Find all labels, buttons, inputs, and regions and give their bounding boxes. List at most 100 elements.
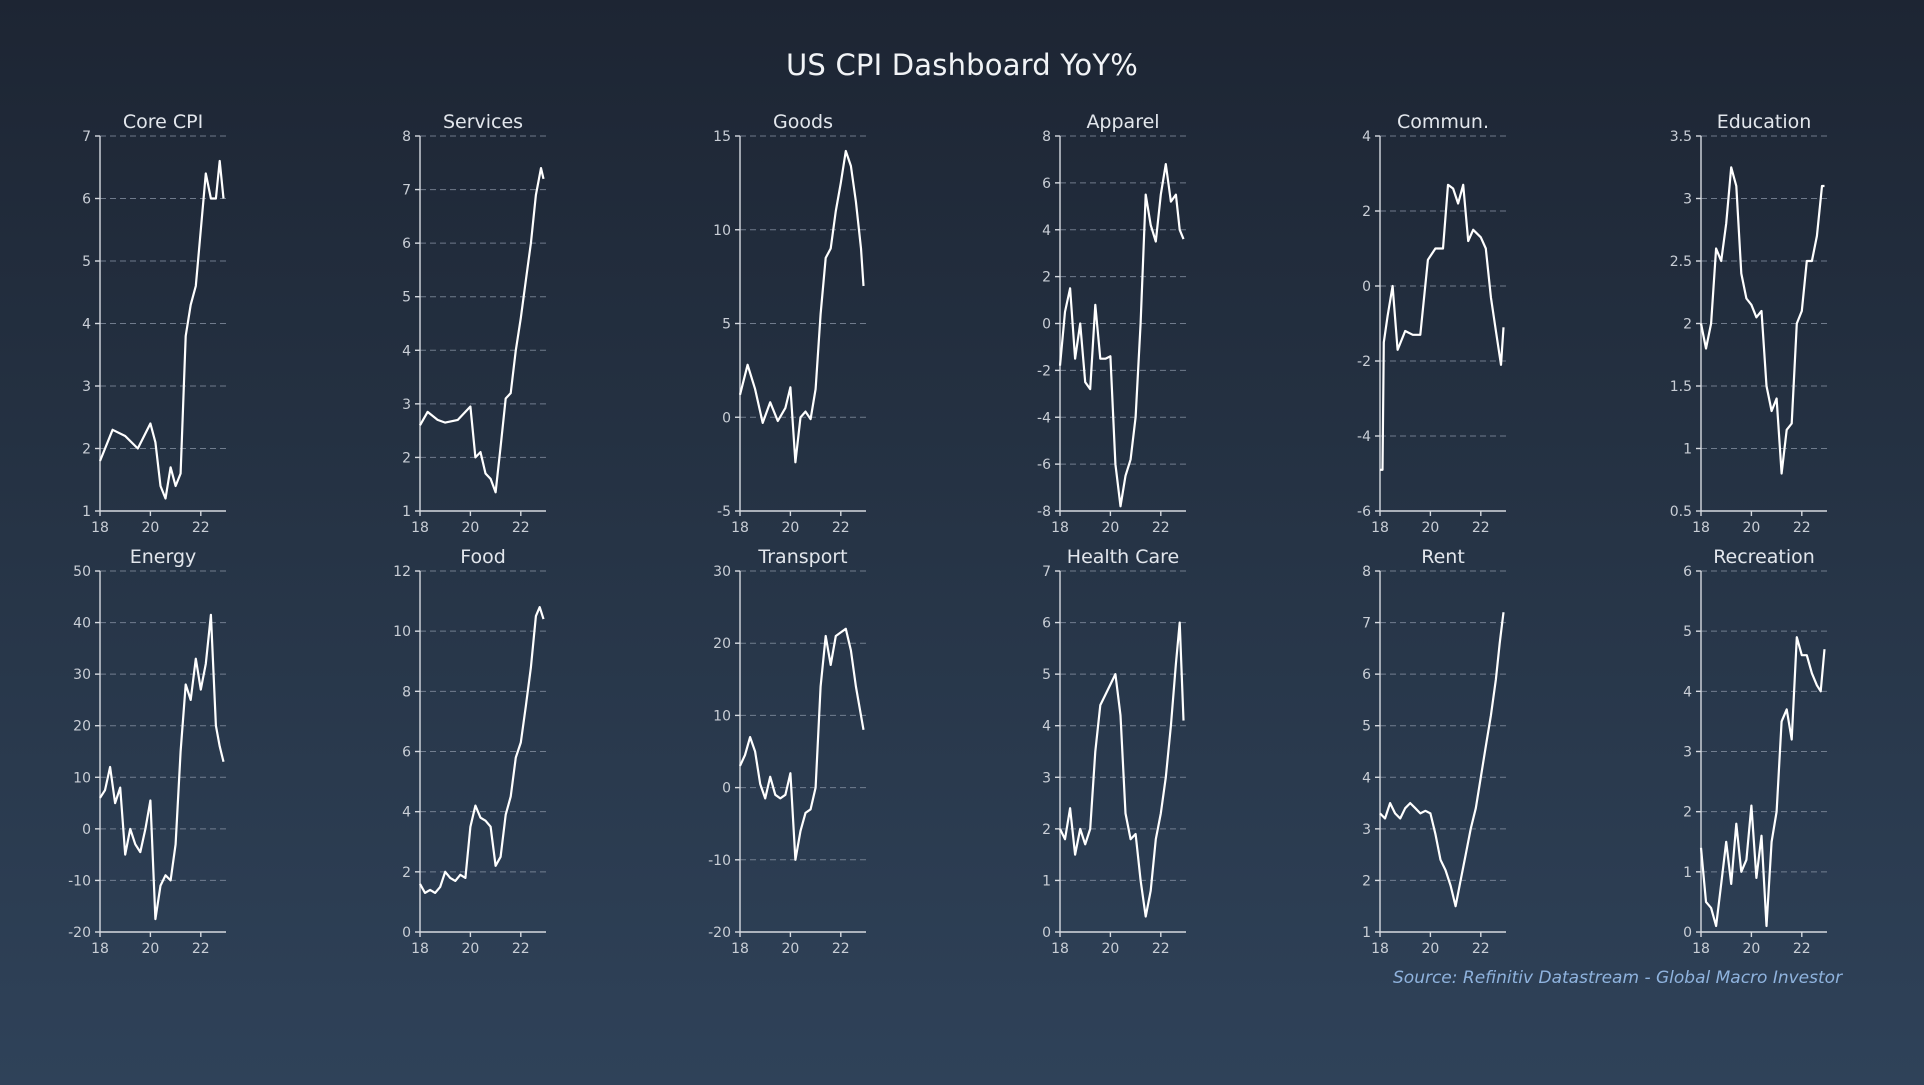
y-tick-label: 1 (402, 504, 411, 520)
series-line-rent (1379, 612, 1505, 908)
y-tick-label: 6 (82, 192, 91, 208)
chart-title: Goods (773, 111, 833, 133)
y-tick-label: 5 (1683, 624, 1692, 640)
y-tick-label: 6 (402, 745, 411, 761)
y-tick-label: 4 (1042, 223, 1051, 239)
chart-title: Rent (1421, 546, 1465, 568)
x-tick-label: 18 (1371, 520, 1389, 536)
x-tick-label: 20 (1421, 941, 1439, 957)
y-tick-label: -4 (1357, 429, 1371, 445)
x-tick-label: 18 (1051, 941, 1069, 957)
x-tick-label: 22 (512, 941, 530, 957)
series-line-health-care (1059, 621, 1185, 918)
y-tick-label: 2 (1042, 822, 1051, 838)
y-tick-label: 4 (1362, 770, 1371, 786)
y-tick-label: 2 (402, 865, 411, 881)
chart-title: Apparel (1086, 111, 1159, 133)
y-tick-label: 2 (1042, 270, 1051, 286)
x-tick-label: 22 (832, 520, 850, 536)
y-tick-label: 0 (82, 822, 91, 838)
y-tick-label: 10 (73, 770, 91, 786)
y-tick-label: 1 (1362, 925, 1371, 941)
x-tick-label: 18 (1692, 520, 1710, 536)
series-line-recreation (1699, 636, 1826, 928)
x-tick-label: 20 (781, 520, 799, 536)
y-tick-label: 4 (1683, 684, 1692, 700)
series-line-services (419, 167, 545, 494)
y-tick-label: 5 (82, 254, 91, 270)
y-tick-label: 5 (722, 317, 731, 333)
y-tick-label: 8 (1042, 129, 1051, 145)
x-tick-label: 20 (1101, 941, 1119, 957)
y-tick-label: 0 (1042, 925, 1051, 941)
y-tick-label: 20 (73, 719, 91, 735)
chart-title: Education (1717, 111, 1812, 133)
x-tick-label: 22 (1793, 520, 1811, 536)
x-tick-label: 18 (731, 941, 749, 957)
y-tick-label: 4 (402, 343, 411, 359)
y-tick-label: 30 (73, 667, 91, 683)
y-tick-label: 3 (82, 379, 91, 395)
chart-panel-transport: Transport -20 -10 0 10 20 30 18 20 22 (708, 546, 866, 957)
y-tick-label: 8 (402, 129, 411, 145)
series-line-apparel (1058, 163, 1185, 508)
x-tick-label: 18 (1371, 941, 1389, 957)
y-tick-label: 3.5 (1670, 129, 1692, 145)
y-tick-label: 1 (82, 504, 91, 520)
series-line-commun (1380, 183, 1505, 471)
y-tick-label: 6 (1683, 564, 1692, 580)
y-tick-label: -6 (1037, 457, 1051, 473)
y-tick-label: -5 (717, 504, 731, 520)
y-tick-label: 0 (1683, 925, 1692, 941)
page-title: US CPI Dashboard YoY% (786, 48, 1138, 82)
y-tick-label: 0 (722, 410, 731, 426)
series-line-energy (99, 613, 225, 921)
y-tick-label: 5 (1362, 719, 1371, 735)
chart-title: Services (443, 111, 523, 133)
y-tick-label: 2 (1362, 873, 1371, 889)
y-tick-label: 1.5 (1670, 379, 1692, 395)
y-tick-label: 6 (1042, 616, 1051, 632)
x-tick-label: 22 (1793, 941, 1811, 957)
y-tick-label: 0 (1042, 317, 1051, 333)
y-tick-label: 7 (1042, 564, 1051, 580)
y-tick-label: 2 (402, 450, 411, 466)
series-line-core-cpi (98, 159, 225, 500)
y-tick-label: 3 (1362, 822, 1371, 838)
y-tick-label: 4 (82, 317, 91, 333)
y-tick-label: -20 (708, 925, 731, 941)
x-tick-label: 22 (192, 520, 210, 536)
x-tick-label: 18 (411, 520, 429, 536)
series-line-food (419, 605, 545, 895)
x-tick-label: 20 (1742, 520, 1760, 536)
y-tick-label: 2.5 (1670, 254, 1692, 270)
chart-title: Energy (130, 546, 197, 568)
x-tick-label: 20 (141, 520, 159, 536)
x-tick-label: 22 (1472, 941, 1490, 957)
y-tick-label: -2 (1357, 354, 1371, 370)
y-tick-label: -8 (1037, 504, 1051, 520)
y-tick-label: 1 (1042, 873, 1051, 889)
x-tick-label: 20 (461, 941, 479, 957)
y-tick-label: 5 (1042, 667, 1051, 683)
x-tick-label: 18 (1051, 520, 1069, 536)
y-tick-label: 6 (1042, 176, 1051, 192)
y-tick-label: 4 (1362, 129, 1371, 145)
chart-panel-goods: Goods -5 0 5 10 15 18 20 22 (713, 111, 866, 536)
chart-title: Transport (757, 546, 847, 568)
chart-panel-services: Services 1 2 3 4 5 6 7 8 18 20 22 (402, 111, 546, 536)
y-tick-label: 3 (1042, 770, 1051, 786)
chart-panel-energy: Energy -20 -10 0 10 20 30 40 50 18 20 22 (68, 546, 226, 957)
chart-panel-education: Education 0.5 1 1.5 2 2.5 3 3.5 18 20 22 (1670, 111, 1827, 536)
y-tick-label: 2 (1683, 805, 1692, 821)
y-tick-label: 8 (1362, 564, 1371, 580)
y-tick-label: 3 (402, 397, 411, 413)
y-tick-label: 6 (402, 236, 411, 252)
y-tick-label: -4 (1037, 410, 1051, 426)
y-tick-label: -10 (708, 853, 731, 869)
y-tick-label: 0 (1362, 279, 1371, 295)
y-tick-label: 0 (722, 781, 731, 797)
x-tick-label: 20 (1742, 941, 1760, 957)
x-tick-label: 18 (731, 520, 749, 536)
chart-title: Recreation (1713, 546, 1815, 568)
